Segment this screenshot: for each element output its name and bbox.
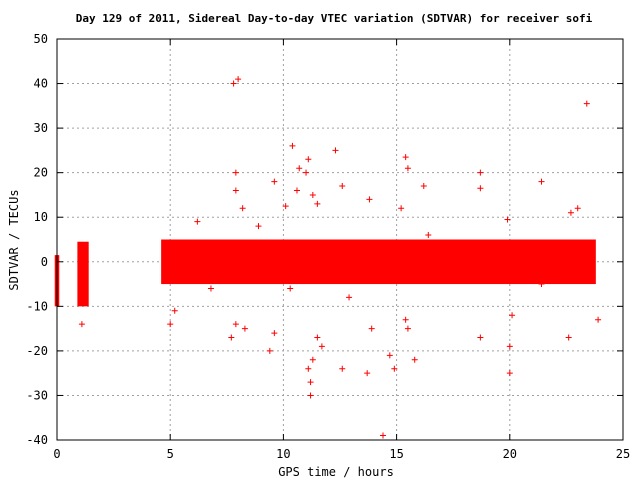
data-point (339, 365, 346, 372)
data-point (364, 370, 371, 377)
data-point (194, 218, 201, 225)
x-axis-ticks: 0 5 10 15 20 25 (53, 39, 630, 461)
data-point (509, 312, 516, 319)
data-point (296, 165, 303, 172)
data-point (287, 285, 294, 292)
data-point (538, 281, 545, 288)
data-point (583, 100, 590, 107)
y-tick-label: -20 (26, 344, 48, 358)
data-point (232, 321, 239, 328)
data-point (380, 432, 387, 439)
data-point (425, 232, 432, 239)
data-point (574, 205, 581, 212)
data-point (366, 196, 373, 203)
x-tick-label: 15 (389, 447, 403, 461)
x-tick-label: 10 (276, 447, 290, 461)
data-point (391, 365, 398, 372)
data-point (171, 307, 178, 314)
data-point (309, 356, 316, 363)
data-point (228, 334, 235, 341)
data-point (305, 156, 312, 163)
y-tick-label: 50 (34, 32, 48, 46)
data-point (230, 80, 237, 87)
y-tick-label: 30 (34, 121, 48, 135)
y-tick-label: -30 (26, 388, 48, 402)
data-point (565, 334, 572, 341)
data-point (504, 216, 511, 223)
data-point (307, 379, 314, 386)
data-point (282, 203, 289, 210)
data-point (386, 352, 393, 359)
x-tick-label: 0 (53, 447, 60, 461)
data-point (255, 223, 262, 230)
data-point (314, 200, 321, 207)
dense-band (161, 239, 596, 285)
x-tick-label: 5 (167, 447, 174, 461)
data-point (332, 147, 339, 154)
data-point (506, 370, 513, 377)
data-point (232, 169, 239, 176)
data-point (307, 392, 314, 399)
data-point (477, 334, 484, 341)
y-tick-label: -40 (26, 433, 48, 447)
data-point (538, 178, 545, 185)
data-point (289, 142, 296, 149)
y-axis-label: SDTVAR / TECUs (7, 189, 21, 290)
data-point (402, 154, 409, 161)
y-tick-label: 0 (41, 255, 48, 269)
data-point (239, 205, 246, 212)
data-point (271, 178, 278, 185)
y-axis-ticks: -40 -30 -20 -10 0 10 20 30 40 50 (26, 32, 623, 447)
data-point (235, 76, 242, 83)
x-axis-label: GPS time / hours (278, 465, 394, 479)
y-tick-label: 40 (34, 77, 48, 91)
y-tick-label: -10 (26, 299, 48, 313)
data-point (318, 343, 325, 350)
data-point (567, 209, 574, 216)
data-point (303, 169, 310, 176)
plot-frame (56, 38, 624, 441)
data-points (78, 76, 602, 439)
data-point (78, 321, 85, 328)
data-point (339, 183, 346, 190)
data-point (305, 365, 312, 372)
chart-title: Day 129 of 2011, Sidereal Day-to-day VTE… (76, 12, 593, 25)
data-point (314, 334, 321, 341)
data-point (309, 191, 316, 198)
data-point (398, 205, 405, 212)
x-tick-label: 25 (616, 447, 630, 461)
data-point (232, 187, 239, 194)
data-point (271, 330, 278, 337)
data-point (477, 169, 484, 176)
data-point (477, 185, 484, 192)
y-tick-label: 20 (34, 166, 48, 180)
data-point (241, 325, 248, 332)
data-point (404, 325, 411, 332)
data-point (368, 325, 375, 332)
data-point (266, 347, 273, 354)
data-point (173, 240, 180, 247)
dense-band (77, 241, 89, 307)
dense-data-bands (54, 239, 596, 307)
data-point (420, 183, 427, 190)
data-point (404, 165, 411, 172)
data-point (207, 285, 214, 292)
data-point (411, 356, 418, 363)
data-point (595, 316, 602, 323)
data-point (346, 294, 353, 301)
data-point (293, 187, 300, 194)
data-point (167, 321, 174, 328)
data-point (506, 343, 513, 350)
data-point (402, 316, 409, 323)
y-tick-label: 10 (34, 210, 48, 224)
x-tick-label: 20 (503, 447, 517, 461)
